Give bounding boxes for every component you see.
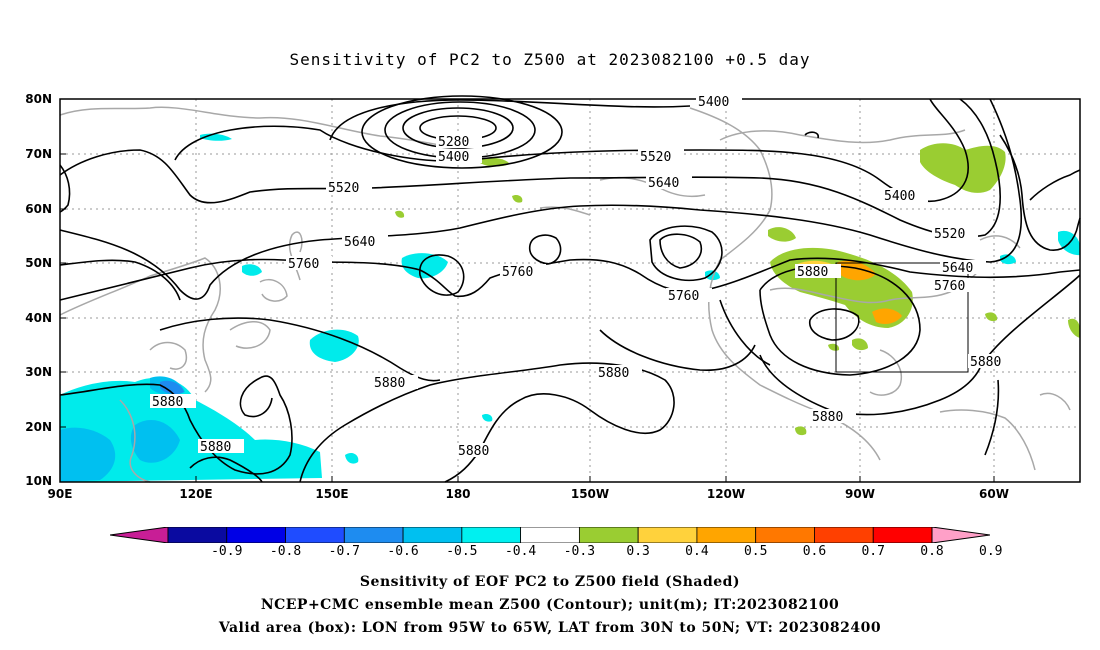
contour-label: 5520 [640,150,671,165]
lon-label: 150W [570,487,610,501]
colorbar-swatch [226,527,286,543]
colorbar-swatch [167,527,228,543]
contour-label: 5880 [812,410,843,425]
contour-label: 5400 [884,189,915,204]
colorbar-tick-label: 0.6 [802,544,827,559]
colorbar-tick-label: -0.6 [387,544,419,559]
contour-labels: 5400 5280 5400 5520 5520 5640 5640 5760 … [150,94,1014,459]
colorbar-tick-label: -0.7 [328,544,360,559]
contour-label: 5760 [502,265,533,280]
lat-label: 40N [25,311,52,325]
colorbar-swatch [872,527,933,543]
lat-label: 20N [25,420,52,434]
caption-line-3: Valid area (box): LON from 95W to 65W, L… [218,620,882,636]
contour-label: 5400 [438,150,469,165]
colorbar-swatch [578,527,639,543]
lat-label: 50N [25,256,52,270]
colorbar-tick-label: 0.4 [685,544,709,559]
map-title: Sensitivity of PC2 to Z500 at 2023082100… [289,50,811,69]
contour-label: 5880 [374,376,405,391]
lon-label: 90W [845,487,875,501]
contour-label: 5760 [668,289,699,304]
colorbar-tick-label: 0.3 [626,544,650,559]
contour-label: 5400 [698,95,729,110]
contour-label: 5880 [458,444,489,459]
colorbar-tick-label: -0.9 [211,544,243,559]
lon-label: 120W [706,487,746,501]
colorbar-tick-label: 0.8 [920,544,944,559]
colorbar-swatch [343,527,404,543]
colorbar-swatch [285,527,345,543]
lon-label: 120E [179,487,213,501]
negative-shading [60,133,1080,482]
caption-line-1: Sensitivity of EOF PC2 to Z500 field (Sh… [359,574,741,590]
colorbar [110,527,990,543]
colorbar-arrow-low [110,527,169,543]
valid-area-box [835,262,969,373]
colorbar-swatch [814,527,874,543]
colorbar-tick-label: -0.3 [563,544,596,559]
colorbar-swatch [755,527,815,543]
contour-label: 5280 [438,135,469,150]
contour-label: 5880 [797,265,828,280]
colorbar-swatch [520,527,580,543]
colorbar-swatch [461,527,522,543]
contour-label: 5880 [598,366,629,381]
colorbar-tick-label: 0.5 [743,544,768,559]
contour-label: 5640 [648,176,679,191]
contour-label: 5760 [934,279,965,294]
lat-label: 70N [25,147,52,161]
contour-label: 5760 [288,257,319,272]
contour-label: 5520 [328,181,359,196]
lon-label: 60W [979,487,1009,501]
lon-label: 150E [315,487,349,501]
contour-label: 5880 [152,395,183,410]
contour-label: 5880 [970,355,1001,370]
lon-label: 90E [47,487,73,501]
colorbar-arrow-high [931,527,990,543]
contour-label: 5640 [344,235,375,250]
lat-label: 30N [25,365,52,379]
colorbar-tick-label: -0.8 [269,544,302,559]
lon-label: 180 [445,487,471,501]
colorbar-swatch [637,527,698,543]
colorbar-tick-label: -0.5 [446,544,478,559]
colorbar-tick-label: 0.7 [861,544,885,559]
lat-label: 10N [25,474,52,488]
contour-label: 5640 [942,261,973,276]
lat-label: 60N [25,202,52,216]
colorbar-tick-label: 0.9 [979,544,1003,559]
caption-line-2: NCEP+CMC ensemble mean Z500 (Contour); u… [260,597,840,613]
lat-label: 80N [25,92,52,106]
colorbar-swatch [696,527,757,543]
contour-label: 5880 [200,440,231,455]
colorbar-swatch [402,527,463,543]
colorbar-tick-label: -0.4 [504,544,537,559]
contour-label: 5520 [934,227,965,242]
